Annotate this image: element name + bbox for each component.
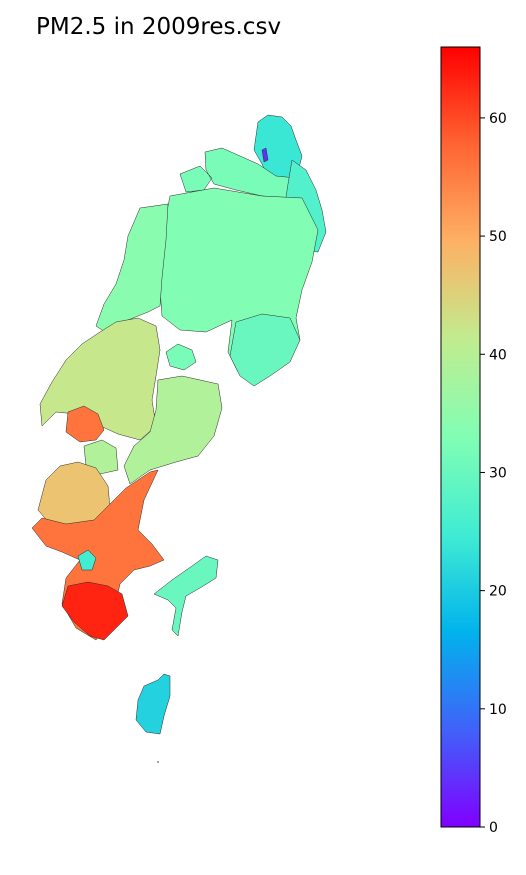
colorbar-tick-label: 20 (489, 584, 507, 600)
colorbar-tick-label: 60 (489, 111, 507, 127)
tiny-island-dot (157, 761, 159, 763)
map-region-small-island-mid (165, 343, 197, 371)
colorbar-tick-label: 40 (489, 347, 507, 363)
colorbar-tick-label: 50 (489, 229, 507, 245)
map-region-anomaly-north (261, 147, 269, 163)
map-region-southern-island (135, 673, 171, 735)
map-region-east-lobe (229, 313, 301, 387)
map-region-west-coast-mid (39, 317, 161, 441)
map-title: PM2.5 in 2009res.csv (36, 14, 282, 40)
colorbar-tick-label: 0 (489, 820, 498, 836)
colorbar-tick-label: 30 (489, 465, 507, 481)
map-region-south-small (77, 549, 97, 571)
colorbar-gradient (440, 46, 481, 828)
map-region-south-east-island (153, 555, 219, 637)
map-region-south-tip (61, 581, 129, 641)
colorbar-tick-label: 10 (489, 702, 507, 718)
map-region-hotspot-mid (65, 405, 105, 443)
